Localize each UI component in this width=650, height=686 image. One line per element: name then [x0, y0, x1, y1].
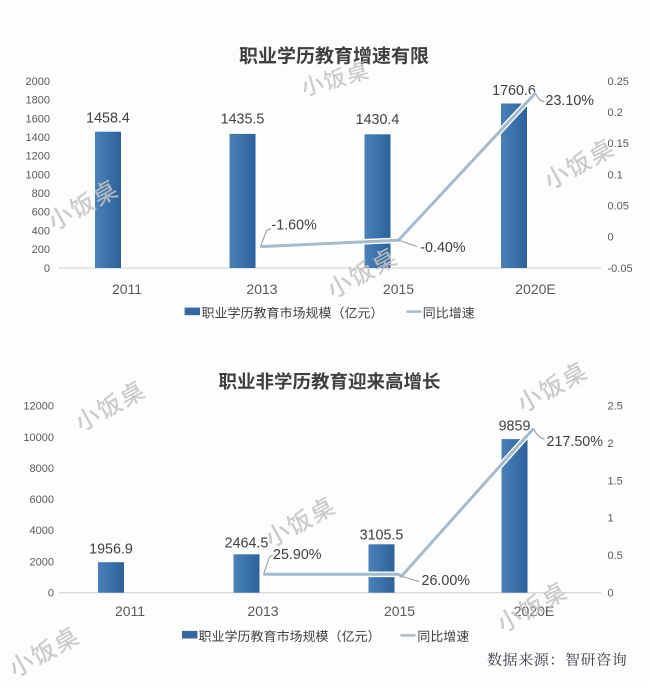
svg-text:0.25: 0.25	[608, 76, 629, 88]
svg-text:1435.5: 1435.5	[221, 112, 265, 128]
svg-text:-0.05: -0.05	[608, 263, 633, 275]
svg-text:0.15: 0.15	[608, 138, 629, 150]
svg-text:1.5: 1.5	[608, 475, 623, 487]
svg-text:1200: 1200	[26, 151, 50, 163]
svg-text:200: 200	[32, 244, 50, 256]
svg-text:0.05: 0.05	[608, 201, 629, 213]
svg-text:1000: 1000	[26, 169, 50, 181]
svg-text:26.00%: 26.00%	[422, 573, 471, 589]
svg-text:1458.4: 1458.4	[86, 111, 130, 127]
svg-text:1430.4: 1430.4	[356, 112, 400, 128]
svg-text:1956.9: 1956.9	[89, 542, 133, 558]
svg-text:2011: 2011	[115, 603, 145, 619]
svg-text:1800: 1800	[26, 95, 50, 107]
svg-text:2013: 2013	[247, 603, 278, 619]
svg-text:9859: 9859	[499, 419, 531, 435]
svg-text:10000: 10000	[23, 432, 54, 444]
svg-text:6000: 6000	[30, 494, 54, 506]
svg-text:8000: 8000	[30, 463, 54, 475]
svg-text:2015: 2015	[384, 603, 415, 619]
svg-text:2000: 2000	[26, 76, 50, 88]
svg-text:2013: 2013	[246, 281, 277, 297]
svg-text:-0.40%: -0.40%	[420, 240, 466, 256]
svg-text:400: 400	[32, 225, 50, 237]
svg-text:2015: 2015	[383, 281, 414, 297]
svg-text:0: 0	[48, 588, 54, 600]
svg-text:2000: 2000	[30, 556, 54, 568]
svg-text:1: 1	[608, 513, 614, 525]
svg-text:2464.5: 2464.5	[225, 536, 269, 552]
svg-text:2011: 2011	[112, 281, 142, 297]
svg-text:800: 800	[32, 188, 50, 200]
svg-text:2.5: 2.5	[608, 401, 623, 413]
svg-text:2: 2	[608, 438, 614, 450]
svg-text:0: 0	[608, 232, 614, 244]
svg-text:0.2: 0.2	[608, 107, 623, 119]
svg-text:600: 600	[32, 207, 50, 219]
svg-text:0: 0	[608, 588, 614, 600]
svg-text:4000: 4000	[30, 525, 54, 537]
svg-text:-1.60%: -1.60%	[272, 218, 318, 234]
svg-text:12000: 12000	[23, 401, 54, 413]
svg-text:25.90%: 25.90%	[273, 547, 322, 563]
svg-text:1400: 1400	[26, 132, 50, 144]
svg-text:0.1: 0.1	[608, 169, 623, 181]
svg-text:1600: 1600	[26, 113, 50, 125]
svg-text:2020E: 2020E	[514, 603, 554, 619]
svg-text:3105.5: 3105.5	[360, 528, 404, 544]
svg-text:23.10%: 23.10%	[546, 93, 595, 109]
svg-text:2020E: 2020E	[515, 281, 555, 297]
svg-text:0.5: 0.5	[608, 550, 623, 562]
svg-text:1760.6: 1760.6	[492, 83, 536, 99]
svg-text:0: 0	[44, 263, 50, 275]
svg-text:217.50%: 217.50%	[547, 434, 604, 450]
